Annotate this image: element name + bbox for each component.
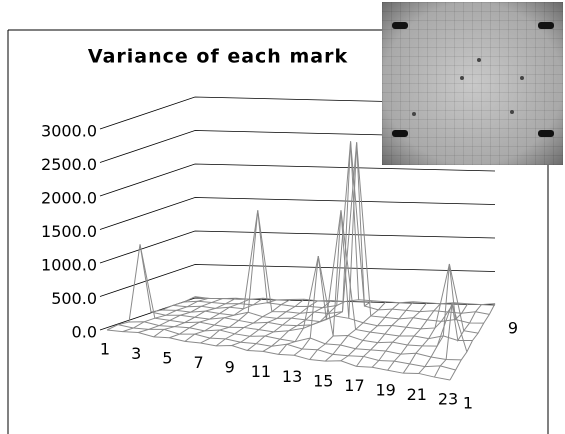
z-tick-label: 0.0 <box>72 323 97 342</box>
surface-column-line <box>262 300 332 352</box>
x-tick-label: 1 <box>100 340 110 359</box>
x-tick-label: 13 <box>282 367 302 386</box>
surface-column-line <box>247 300 318 351</box>
surface-column-line <box>153 297 237 338</box>
surface-column-line <box>449 303 496 381</box>
z-tick-label: 1000.0 <box>41 256 97 275</box>
x-tick-label: 23 <box>438 390 458 409</box>
surface-row-line <box>139 244 468 353</box>
surface-column-line <box>106 244 196 331</box>
x-tick-label: 21 <box>407 385 427 404</box>
surface-column-line <box>138 298 223 334</box>
z-tick-label: 2000.0 <box>41 189 97 208</box>
x-tick-label: 15 <box>313 371 333 390</box>
surface-column-line <box>122 297 209 333</box>
surface-column-line <box>309 142 373 360</box>
surface-column-line <box>324 301 387 362</box>
surface-column-line <box>340 302 400 362</box>
surface-column-line <box>215 299 291 347</box>
row-tick-label: 9 <box>508 319 518 338</box>
x-tick-label: 9 <box>225 358 235 377</box>
z-tick-label: 500.0 <box>51 289 97 308</box>
surface-column-line <box>371 302 428 368</box>
grid-line <box>99 197 496 230</box>
surface-column-line <box>433 303 482 378</box>
surface-column-line <box>387 303 441 371</box>
chart-title: Variance of each mark <box>88 46 348 68</box>
x-tick-label: 17 <box>344 376 364 395</box>
surface-column-line <box>402 302 455 374</box>
surface-column-line <box>169 298 250 339</box>
surface-column-line <box>184 297 264 342</box>
surface-column-line <box>356 301 414 367</box>
row-tick-label: 1 <box>463 394 473 413</box>
z-tick-label: 3000.0 <box>41 122 97 141</box>
surface-column-line <box>293 141 360 356</box>
z-tick-label: 1500.0 <box>41 222 97 241</box>
grid-line <box>99 163 496 197</box>
x-tick-label: 11 <box>251 362 271 381</box>
inset-photo <box>382 2 563 165</box>
surface-column-line <box>200 210 277 344</box>
x-tick-label: 19 <box>375 380 395 399</box>
x-tick-label: 5 <box>162 349 172 368</box>
grid-line <box>99 230 496 264</box>
grid-line <box>99 264 496 297</box>
x-tick-label: 3 <box>131 344 141 363</box>
z-tick-label: 2500.0 <box>41 155 97 174</box>
surface-column-line <box>231 298 305 346</box>
surface-column-line <box>418 263 469 374</box>
surface-row-line <box>106 329 451 381</box>
x-tick-label: 7 <box>193 353 203 372</box>
